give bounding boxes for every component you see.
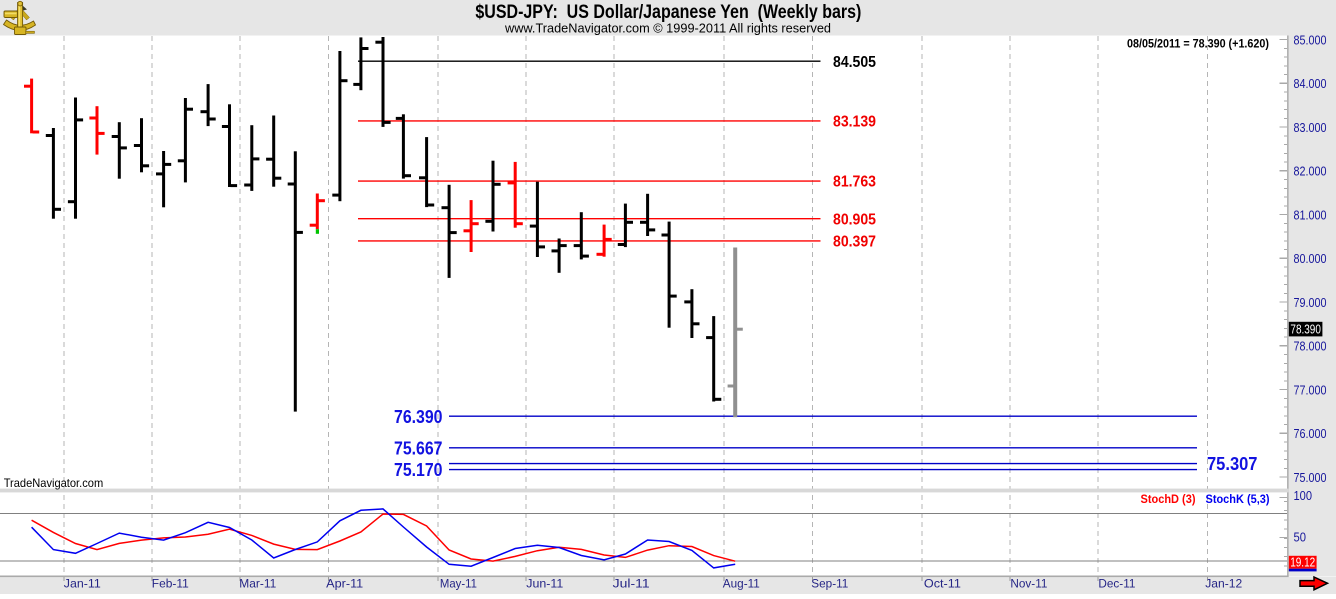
svg-text:75.307: 75.307 xyxy=(1207,454,1258,474)
svg-text:Nov-11: Nov-11 xyxy=(1010,576,1047,590)
svg-text:80.905: 80.905 xyxy=(833,211,876,228)
svg-text:Oct-11: Oct-11 xyxy=(924,576,961,590)
svg-text:Jan-11: Jan-11 xyxy=(64,576,101,590)
svg-text:www.TradeNavigator.com © 1999-: www.TradeNavigator.com © 1999-2011 All r… xyxy=(504,20,831,35)
svg-text:Jan-12: Jan-12 xyxy=(1205,576,1242,590)
svg-text:100: 100 xyxy=(1294,488,1313,503)
svg-text:Jun-11: Jun-11 xyxy=(526,576,563,590)
svg-text:85.000: 85.000 xyxy=(1294,32,1327,47)
svg-text:79.000: 79.000 xyxy=(1294,295,1327,310)
svg-text:50: 50 xyxy=(1294,530,1307,545)
svg-text:81.763: 81.763 xyxy=(833,174,876,191)
svg-text:Mar-11: Mar-11 xyxy=(239,576,276,590)
svg-text:StochK (5,3): StochK (5,3) xyxy=(1206,492,1270,506)
svg-text:75.667: 75.667 xyxy=(394,439,443,459)
svg-text:76.390: 76.390 xyxy=(394,407,443,427)
svg-text:19.12: 19.12 xyxy=(1290,554,1315,569)
svg-text:StochD (3): StochD (3) xyxy=(1141,492,1196,506)
svg-text:Aug-11: Aug-11 xyxy=(723,576,760,590)
svg-text:78.000: 78.000 xyxy=(1294,339,1327,354)
svg-text:83.000: 83.000 xyxy=(1294,120,1327,135)
svg-text:81.000: 81.000 xyxy=(1294,207,1327,222)
svg-text:80.000: 80.000 xyxy=(1294,251,1327,266)
svg-text:75.170: 75.170 xyxy=(394,460,443,480)
svg-text:Sep-11: Sep-11 xyxy=(811,576,848,590)
svg-text:Jul-11: Jul-11 xyxy=(613,576,650,590)
svg-text:Feb-11: Feb-11 xyxy=(152,576,189,590)
svg-text:84.505: 84.505 xyxy=(833,54,876,71)
svg-text:82.000: 82.000 xyxy=(1294,164,1327,179)
svg-text:84.000: 84.000 xyxy=(1294,76,1327,91)
svg-text:76.000: 76.000 xyxy=(1294,426,1327,441)
svg-text:78.390: 78.390 xyxy=(1290,321,1321,336)
svg-text:$USD-JPY: US Dollar/Japanese: $USD-JPY: US Dollar/Japanese Yen (Weekly… xyxy=(475,1,861,23)
svg-text:Apr-11: Apr-11 xyxy=(326,576,363,590)
svg-text:77.000: 77.000 xyxy=(1294,382,1327,397)
svg-text:Dec-11: Dec-11 xyxy=(1098,576,1135,590)
svg-text:83.139: 83.139 xyxy=(833,114,876,131)
svg-text:80.397: 80.397 xyxy=(833,234,876,251)
svg-text:May-11: May-11 xyxy=(440,576,477,590)
svg-text:75.000: 75.000 xyxy=(1294,470,1327,485)
svg-text:08/05/2011 = 78.390 (+1.620): 08/05/2011 = 78.390 (+1.620) xyxy=(1127,38,1269,50)
svg-text:TradeNavigator.com: TradeNavigator.com xyxy=(4,476,104,490)
